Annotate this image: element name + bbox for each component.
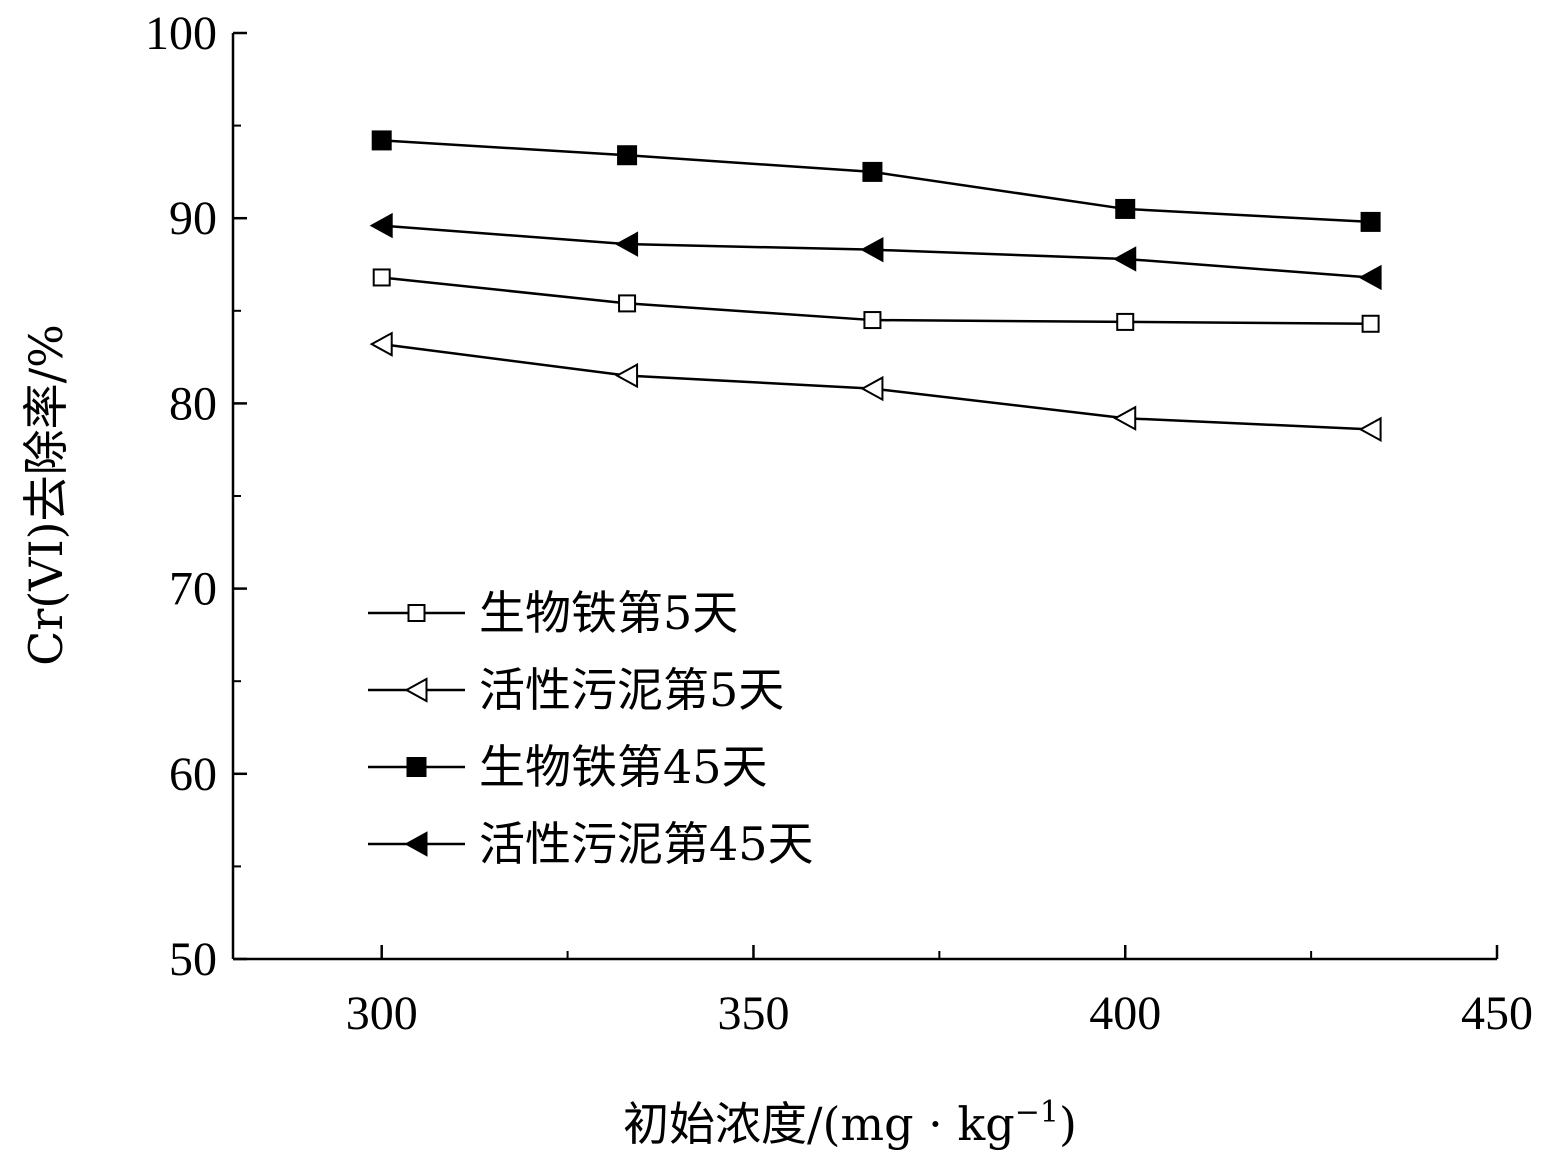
data-point-series-1 (1116, 312, 1135, 331)
data-point-series-3 (617, 145, 638, 166)
y-tick-label: 70 (169, 563, 217, 616)
x-tick-label: 400 (1089, 987, 1161, 1040)
data-point-series-3 (371, 130, 392, 151)
data-point-series-4 (369, 212, 393, 239)
data-point-series-4 (614, 231, 639, 257)
legend-label-3: 生物铁第45天 (479, 740, 768, 794)
x-axis-title-end: ) (1059, 1097, 1077, 1151)
data-point-series-1 (372, 268, 391, 287)
data-point-series-2 (614, 362, 639, 389)
y-axis-title: Cr(VI)去除率/% (19, 324, 73, 666)
data-point-series-4 (1113, 246, 1137, 272)
legend-marker-4 (404, 831, 428, 857)
data-point-series-1 (618, 294, 637, 313)
data-point-series-1 (863, 311, 882, 330)
y-tick-label: 90 (169, 192, 217, 245)
data-point-series-3 (862, 161, 883, 182)
x-tick-label: 300 (346, 987, 418, 1040)
legend-label-1: 生物铁第5天 (479, 586, 738, 640)
y-tick-label: 100 (145, 7, 217, 60)
legend-marker-2 (404, 677, 428, 703)
data-point-series-2 (860, 375, 884, 402)
y-tick-label: 80 (169, 377, 217, 430)
x-axis-title: 初始浓度/(mg · kg−1) (623, 1095, 1077, 1151)
data-point-series-4 (860, 236, 884, 263)
y-tick-label: 50 (169, 933, 217, 986)
legend-marker-3 (406, 757, 427, 777)
data-point-series-2 (1113, 405, 1137, 431)
data-point-series-2 (369, 331, 393, 357)
data-point-series-3 (1360, 211, 1381, 232)
data-point-series-2 (1358, 416, 1382, 443)
x-axis-title-main: 初始浓度/(mg · kg (623, 1097, 1015, 1151)
y-tick-label: 60 (169, 748, 217, 801)
ticks: 50 60 70 80 90 100 300 350 400 450 (145, 7, 1533, 1040)
data-point-series-1 (1361, 314, 1380, 333)
series-markers (369, 130, 1382, 443)
legend-marker-1 (407, 604, 426, 622)
data-point-series-4 (1358, 264, 1382, 291)
x-axis-title-superscript: −1 (1015, 1095, 1059, 1130)
x-tick-label: 350 (717, 987, 789, 1040)
data-point-series-3 (1115, 198, 1136, 219)
x-tick-label: 450 (1461, 987, 1533, 1040)
legend-label-2: 活性污泥第5天 (479, 663, 784, 717)
legend-label-4: 活性污泥第45天 (479, 817, 814, 871)
